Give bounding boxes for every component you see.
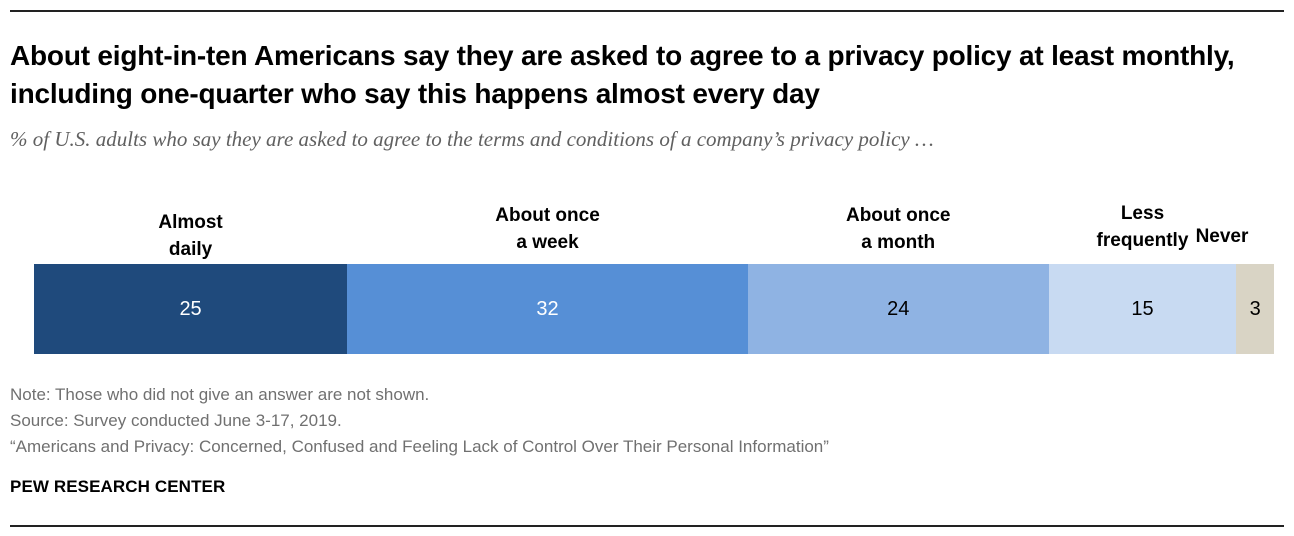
source-text: Source: Survey conducted June 3-17, 2019… xyxy=(10,411,342,430)
category-label-about-once-a-month: About once a month xyxy=(845,205,951,253)
category-label-less-frequently: Less frequently xyxy=(1096,203,1189,251)
chart-title: About eight-in-ten Americans say they ar… xyxy=(10,40,1235,109)
value-label-less-frequently: 15 xyxy=(1131,298,1154,320)
chart-notes: Note: Those who did not give an answer a… xyxy=(10,382,829,460)
brand-logo-text: PEW RESEARCH CENTER xyxy=(10,477,226,496)
category-label-almost-daily: Almost daily xyxy=(158,212,223,260)
stacked-bar-chart: 25 Almost daily 32 About once a week 24 About… xyxy=(0,190,1294,370)
value-label-about-once-a-week: 32 xyxy=(536,298,559,320)
bar-segment-about-once-a-week xyxy=(347,264,748,354)
bar-segment-almost-daily xyxy=(34,264,348,354)
value-label-never: 3 xyxy=(1249,298,1261,320)
value-label-almost-daily: 25 xyxy=(179,298,202,320)
category-label-about-once-a-week: About once a week xyxy=(495,205,600,253)
chart-subtitle: % of U.S. adults who say they are asked … xyxy=(10,127,934,151)
note-text: Note: Those who did not give an answer a… xyxy=(10,385,430,404)
bar-segment-about-once-a-month xyxy=(747,264,1049,354)
top-rule xyxy=(10,10,1284,12)
bottom-rule xyxy=(10,525,1284,527)
report-title: “Americans and Privacy: Concerned, Confu… xyxy=(10,437,829,456)
value-label-about-once-a-month: 24 xyxy=(887,298,910,320)
category-label-never: Never xyxy=(1195,226,1249,247)
bar-segment-never xyxy=(1236,264,1274,354)
bar-segment-less-frequently xyxy=(1048,264,1237,354)
